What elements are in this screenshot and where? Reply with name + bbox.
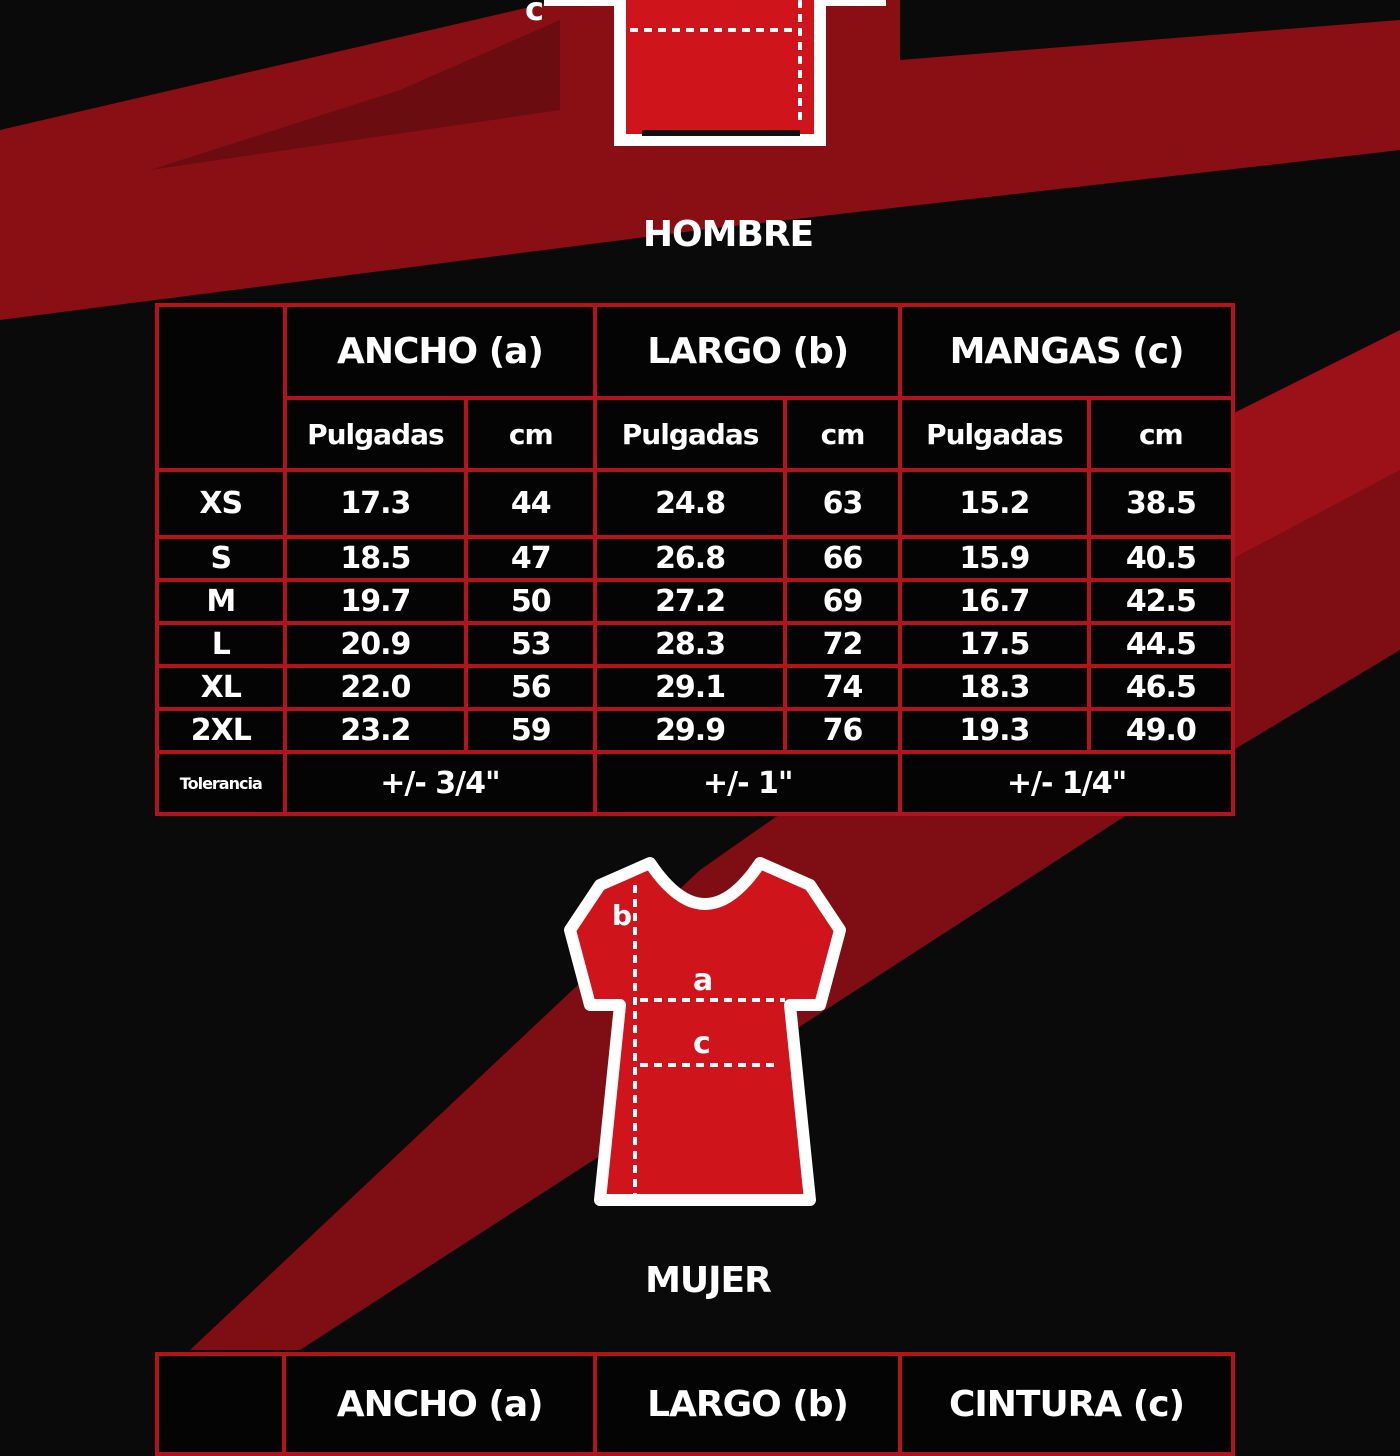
size-value: 19.3	[898, 707, 1091, 754]
table-row: L 20.9 53 28.3 72 17.5 44.5	[155, 621, 1236, 668]
tolerance-largo: +/- 1"	[593, 750, 903, 816]
shirt-label-b: b	[612, 899, 632, 932]
size-value: 17.5	[898, 621, 1091, 668]
brush-stroke	[0, 0, 1400, 320]
shirt-label-a: a	[693, 963, 713, 998]
section-title-hombre: HOMBRE	[642, 214, 814, 255]
header-ancho: ANCHO (a)	[282, 1352, 598, 1456]
table-row: M 19.7 50 27.2 69 16.7 42.5	[155, 578, 1236, 625]
size-value: 19.7	[282, 578, 469, 625]
size-value: 16.7	[898, 578, 1091, 625]
shirt-label-c: c	[693, 1026, 711, 1061]
size-value: 63	[782, 468, 903, 539]
table-row: XS 17.3 44 24.8 63 15.2 38.5	[155, 468, 1236, 539]
size-label: L	[155, 621, 287, 668]
size-value: 66	[782, 535, 903, 582]
table-row: S 18.5 47 26.8 66 15.9 40.5	[155, 535, 1236, 582]
size-value: 38.5	[1086, 468, 1236, 539]
size-label: S	[155, 535, 287, 582]
table-row: XL 22.0 56 29.1 74 18.3 46.5	[155, 664, 1236, 711]
table-row: 2XL 23.2 59 29.9 76 19.3 49.0	[155, 707, 1236, 754]
size-value: 53	[464, 621, 598, 668]
size-value: 76	[782, 707, 903, 754]
size-label: XS	[155, 468, 287, 539]
size-value: 46.5	[1086, 664, 1236, 711]
size-value: 22.0	[282, 664, 469, 711]
size-value: 44	[464, 468, 598, 539]
subheader: cm	[464, 396, 598, 472]
header-ancho: ANCHO (a)	[282, 303, 598, 400]
header-largo: LARGO (b)	[593, 1352, 902, 1456]
size-value: 23.2	[282, 707, 469, 754]
size-label: XL	[155, 664, 287, 711]
tshirt-women-icon: b a c	[564, 857, 846, 1206]
size-value: 74	[782, 664, 903, 711]
size-value: 29.9	[593, 707, 787, 754]
size-value: 72	[782, 621, 903, 668]
subheader: Pulgadas	[282, 396, 469, 472]
size-value: 18.5	[282, 535, 469, 582]
subheader: Pulgadas	[898, 396, 1091, 472]
size-value: 40.5	[1086, 535, 1236, 582]
size-value: 15.2	[898, 468, 1091, 539]
header-cintura: CINTURA (c)	[898, 1352, 1235, 1456]
size-value: 18.3	[898, 664, 1091, 711]
size-value: 49.0	[1086, 707, 1236, 754]
tolerance-ancho: +/- 3/4"	[282, 750, 598, 816]
size-value: 29.1	[593, 664, 787, 711]
size-value: 59	[464, 707, 598, 754]
size-value: 47	[464, 535, 598, 582]
tshirt-men-icon: c	[525, 0, 886, 146]
tolerance-mangas: +/- 1/4"	[898, 750, 1235, 816]
size-value: 69	[782, 578, 903, 625]
size-table-hombre: ANCHO (a) LARGO (b) MANGAS (c) Pulgadas …	[155, 303, 1236, 816]
size-value: 42.5	[1086, 578, 1236, 625]
tolerance-label: Tolerancia	[155, 750, 287, 816]
size-table-mujer: ANCHO (a) LARGO (b) CINTURA (c)	[154, 1352, 1235, 1456]
size-label: 2XL	[155, 707, 287, 754]
section-title-mujer: MUJER	[645, 1260, 772, 1301]
shirt-label-c: c	[525, 0, 544, 28]
corner-cell	[155, 303, 287, 472]
size-value: 50	[464, 578, 598, 625]
size-value: 26.8	[593, 535, 787, 582]
size-value: 24.8	[593, 468, 787, 539]
size-value: 20.9	[282, 621, 469, 668]
size-value: 27.2	[593, 578, 787, 625]
size-value: 44.5	[1086, 621, 1236, 668]
size-value: 56	[464, 664, 598, 711]
subheader: cm	[782, 396, 903, 472]
brush-stroke	[150, 20, 560, 170]
size-value: 28.3	[593, 621, 787, 668]
size-value: 17.3	[282, 468, 469, 539]
header-largo: LARGO (b)	[593, 303, 903, 400]
subheader: cm	[1086, 396, 1236, 472]
subheader: Pulgadas	[593, 396, 787, 472]
corner-cell	[154, 1352, 287, 1456]
header-mangas: MANGAS (c)	[898, 303, 1235, 400]
size-value: 15.9	[898, 535, 1091, 582]
size-label: M	[155, 578, 287, 625]
